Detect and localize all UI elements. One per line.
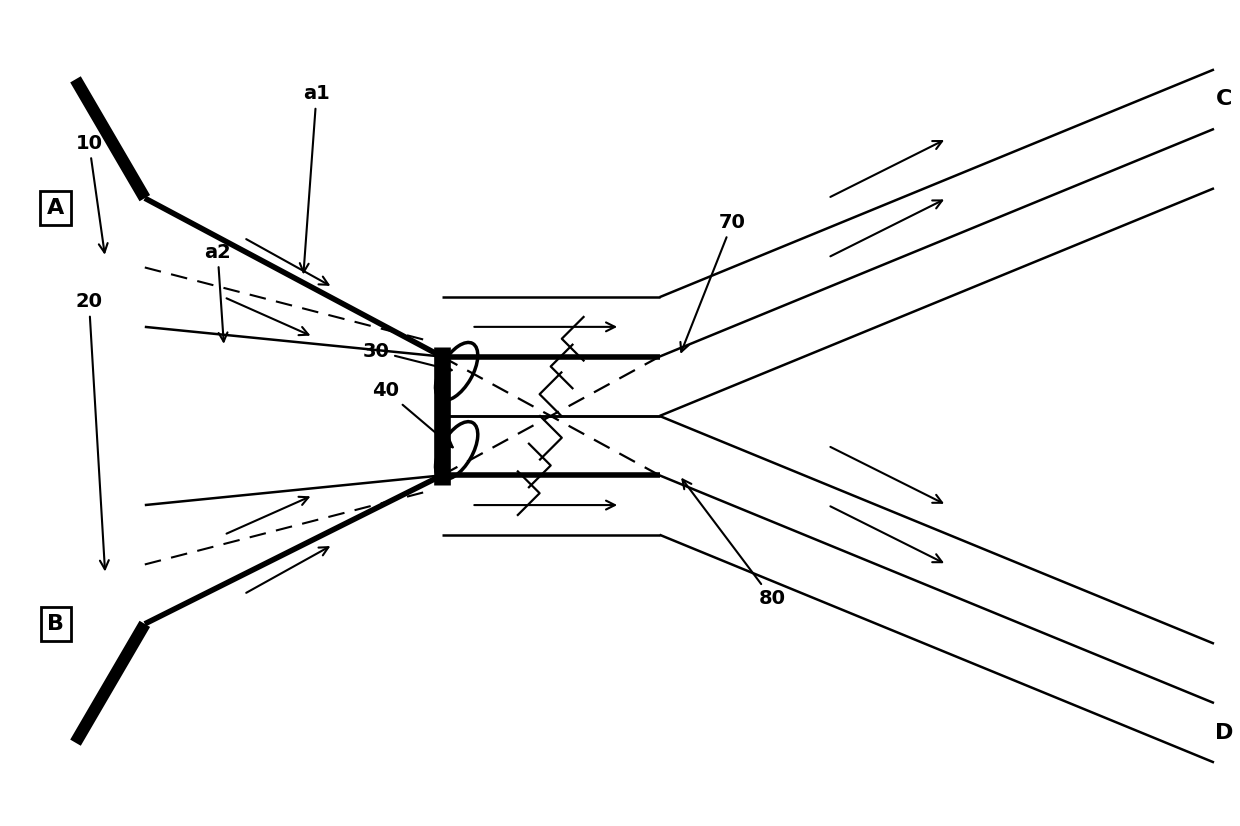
Text: 30: 30 — [362, 342, 451, 373]
Text: C: C — [1215, 89, 1233, 109]
Text: 80: 80 — [682, 479, 786, 608]
Text: 70: 70 — [681, 213, 746, 352]
Text: 40: 40 — [372, 381, 453, 448]
Text: a2: a2 — [205, 243, 231, 342]
Text: a1: a1 — [300, 84, 330, 273]
Text: 10: 10 — [76, 134, 108, 253]
Text: D: D — [1215, 723, 1233, 743]
Text: 20: 20 — [76, 292, 109, 569]
Text: B: B — [47, 614, 64, 634]
Text: A: A — [47, 198, 64, 218]
